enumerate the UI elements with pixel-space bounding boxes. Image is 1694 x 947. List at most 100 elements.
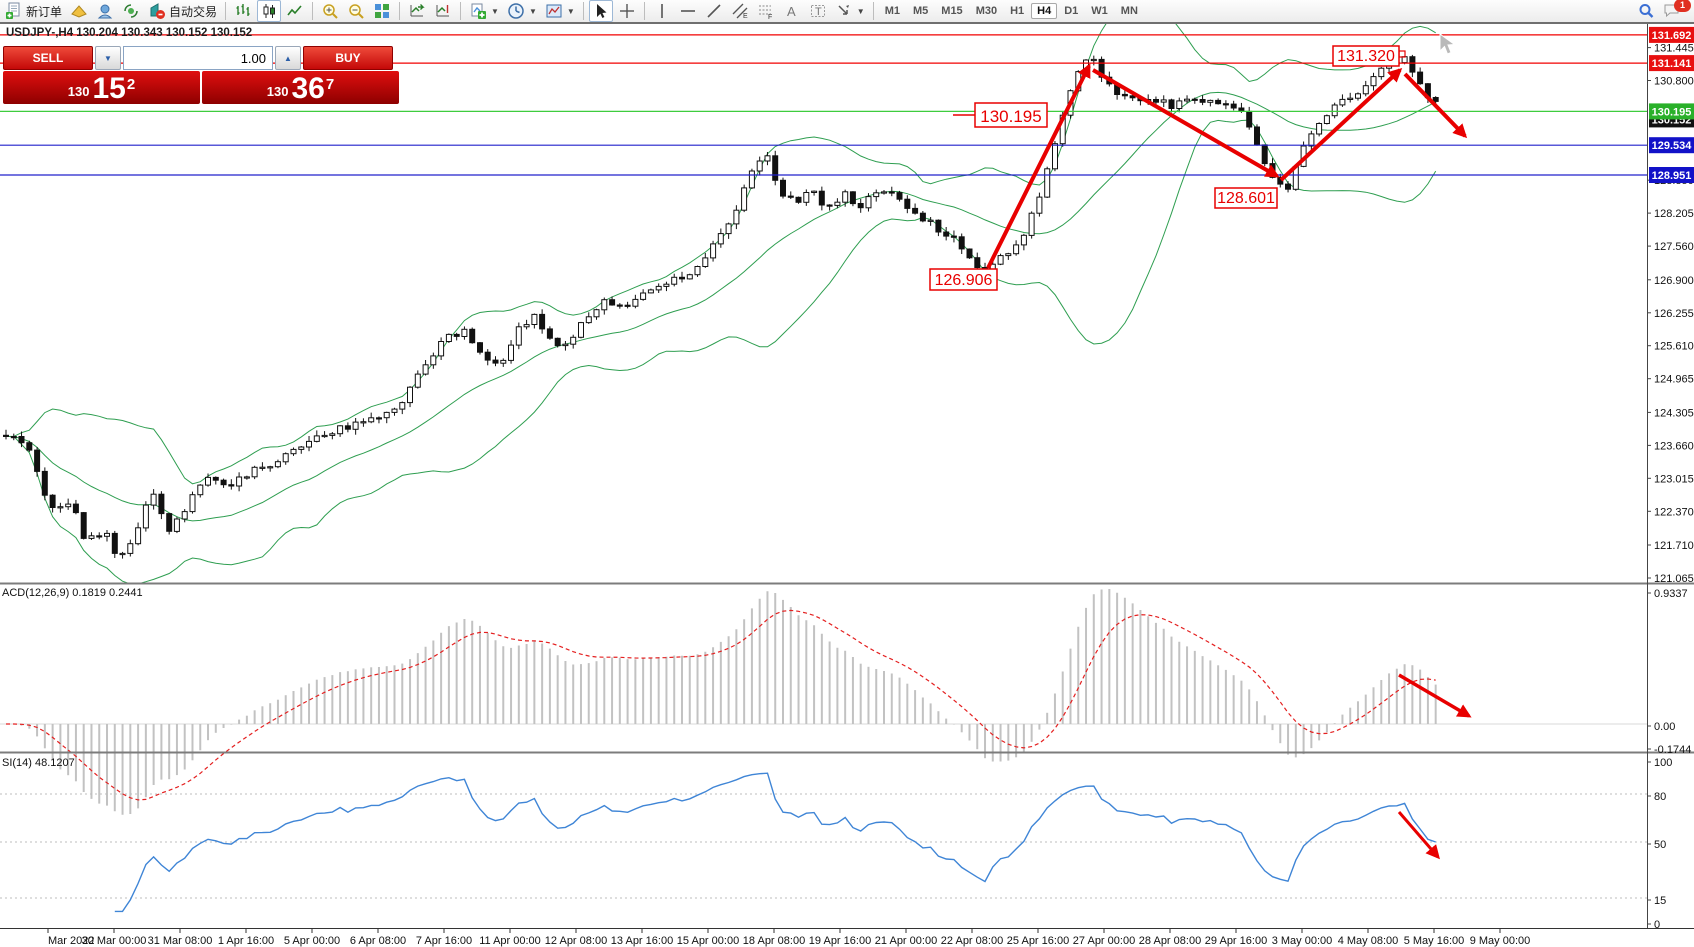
autoscroll-button[interactable] [405,1,429,21]
fibonacci-tool-button[interactable]: F [754,1,778,21]
svg-text:3 May 00:00: 3 May 00:00 [1272,935,1333,947]
timeframe-bar: M1 M5 M15 M30 H1 H4 D1 W1 MN [879,3,1144,19]
svg-text:121.065: 121.065 [1654,573,1694,585]
svg-text:128.601: 128.601 [1217,190,1275,207]
svg-text:130.800: 130.800 [1654,76,1694,88]
indicators-menu-button[interactable]: ▼ [466,1,502,21]
timeframe-button-m15[interactable]: M15 [941,5,963,17]
vertical-line-tool-button[interactable] [650,1,674,21]
dropdown-caret-icon: ▼ [528,6,537,16]
new-order-icon [6,2,20,19]
svg-text:131.141: 131.141 [1652,58,1692,70]
timeframe-button-m1[interactable]: M1 [884,5,900,17]
svg-text:6 Apr 08:00: 6 Apr 08:00 [350,935,406,947]
svg-text:19 Apr 16:00: 19 Apr 16:00 [809,935,871,947]
svg-text:29 Apr 16:00: 29 Apr 16:00 [1205,935,1267,947]
svg-text:130.195: 130.195 [980,107,1041,126]
equidistant-channel-tool-button[interactable]: E [728,1,752,21]
svg-text:130.195: 130.195 [1652,106,1692,118]
timeframe-button-w1[interactable]: W1 [1091,5,1108,17]
zoom-out-icon [349,4,364,19]
chart-shift-button[interactable] [431,1,455,21]
sell-price-display[interactable]: 130 15 2 [3,71,200,104]
svg-text:F: F [768,14,772,20]
crosshair-tool-button[interactable] [615,1,639,21]
svg-text:131.692: 131.692 [1652,30,1692,42]
toolbar-separator [643,2,645,20]
price-annotation-label: 131.320 [1332,45,1400,67]
svg-text:131.320: 131.320 [1337,48,1395,65]
svg-text:5 Apr 00:00: 5 Apr 00:00 [284,935,340,947]
buy-price-pips: 36 [291,72,325,105]
candle-chart-mode-button[interactable] [257,0,282,22]
volume-input[interactable] [123,46,273,70]
fibonacci-icon: F [758,5,772,20]
shapes-tool-button[interactable]: ▼ [832,1,868,21]
zoom-out-button[interactable] [344,1,368,21]
cursor-icon [596,4,607,18]
macd-indicator-label: ACD(12,26,9) 0.1819 0.2441 [2,587,143,599]
sell-price-figure: 130 [67,84,90,99]
strategy-tester-icon [124,4,138,18]
dropdown-caret-icon: ▼ [566,6,575,16]
market-watch-button[interactable] [67,1,91,21]
buy-button[interactable]: BUY [303,46,393,70]
bar-chart-mode-button[interactable] [231,1,255,21]
sell-button[interactable]: SELL [3,46,93,70]
line-chart-mode-button[interactable] [283,1,307,21]
vertical-line-icon [660,4,663,18]
svg-text:126.900: 126.900 [1654,275,1694,287]
volume-increase-button[interactable]: ▲ [275,46,301,70]
dropdown-caret-icon: ▼ [491,6,499,16]
volume-decrease-button[interactable]: ▼ [95,46,121,70]
autotrade-button[interactable]: 自动交易 [145,1,220,21]
timeframe-button-m5[interactable]: M5 [913,5,929,17]
timeframe-button-mn[interactable]: MN [1120,5,1138,17]
chart-canvas[interactable]: 131.445130.800128.850128.205127.560126.9… [0,24,1694,947]
text-label-tool-button[interactable]: T [806,1,830,21]
svg-text:5 May 16:00: 5 May 16:00 [1404,935,1465,947]
notifications-button[interactable]: 1 [1660,0,1692,21]
price-annotation-label: 126.906 [929,268,998,291]
buy-price-point: 7 [325,76,335,93]
timeframe-button-h4[interactable]: H4 [1031,3,1058,19]
indicators-icon [471,3,487,19]
toolbar-separator [872,2,874,20]
axes: 131.445130.800128.850128.205127.560126.9… [0,24,1694,931]
horizontal-line-icon [680,10,695,12]
notification-badge: 1 [1674,0,1691,12]
tile-windows-button[interactable] [370,1,394,21]
svg-text:0.00: 0.00 [1654,721,1675,733]
dropdown-caret-icon: ▼ [856,6,865,16]
trendline-tool-button[interactable] [702,1,726,21]
chart-shift-icon [436,5,450,17]
text-tool-button[interactable]: A [780,1,804,21]
svg-text:123.660: 123.660 [1654,440,1694,452]
market-watch-icon [71,5,87,18]
svg-text:27 Apr 00:00: 27 Apr 00:00 [1073,935,1135,947]
price-annotation-label: 130.195 [974,102,1048,128]
search-icon [1639,4,1654,18]
strategy-tester-button[interactable] [119,1,143,21]
timeframe-button-m30[interactable]: M30 [975,5,998,17]
horizontal-line-tool-button[interactable] [676,1,700,21]
new-order-button[interactable]: 新订单 [2,1,65,21]
equidistant-channel-icon: E [732,3,748,20]
autotrade-icon [150,3,166,19]
candlesticks [3,54,1439,559]
periods-menu-button[interactable]: ▼ [504,1,540,21]
svg-text:0: 0 [1654,919,1660,931]
symbol-info: USDJPY-,H4 130.204 130.343 130.152 130.1… [6,27,253,39]
search-button[interactable] [1634,1,1658,21]
buy-price-display[interactable]: 130 36 7 [202,71,399,104]
timeframe-button-h1[interactable]: H1 [1010,5,1025,17]
templates-menu-button[interactable]: ▼ [542,1,578,21]
svg-text:50: 50 [1654,839,1666,851]
zoom-in-button[interactable] [318,1,342,21]
cursor-tool-button[interactable] [588,0,613,22]
svg-text:124.305: 124.305 [1654,407,1694,419]
data-window-button[interactable] [93,1,117,21]
rsi-indicator-label: SI(14) 48.1207 [2,757,75,769]
timeframe-button-d1[interactable]: D1 [1064,5,1079,17]
